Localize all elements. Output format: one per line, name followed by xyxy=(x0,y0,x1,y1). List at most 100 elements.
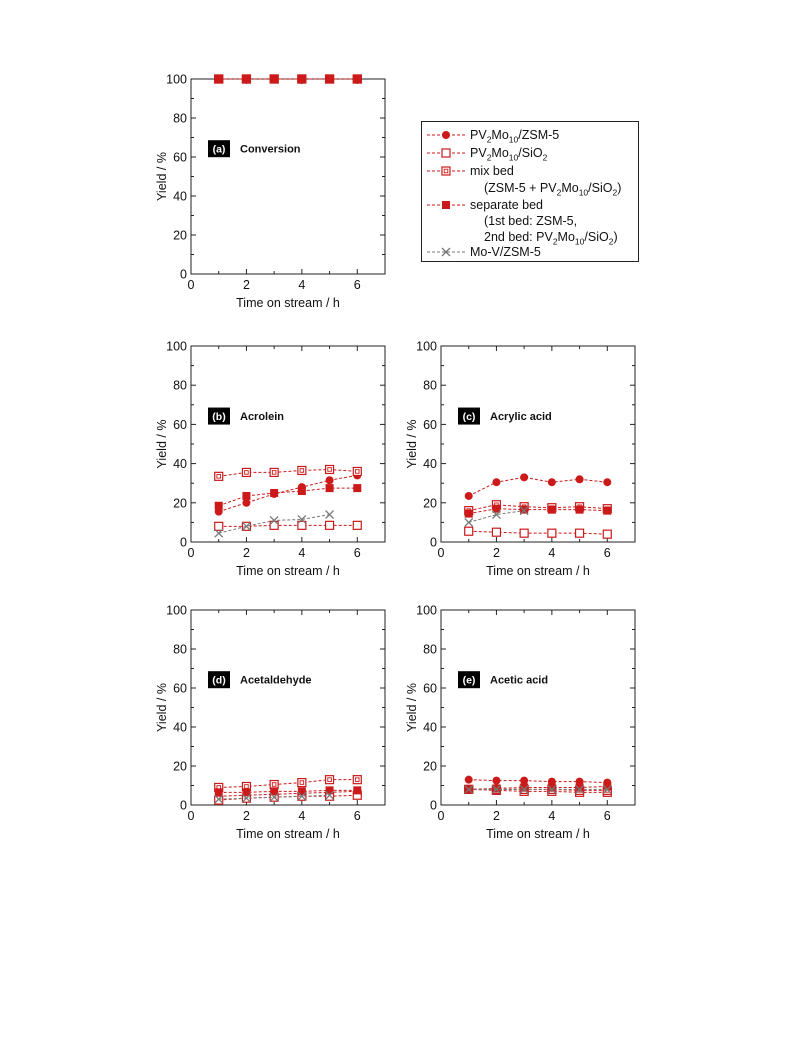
marker-filled-square xyxy=(353,484,362,493)
legend-marker-dotted-square xyxy=(427,166,465,176)
x-tick-label: 6 xyxy=(604,546,611,560)
legend-label-separate-bed-detail-1: (1st bed: ZSM-5, xyxy=(484,214,578,228)
y-tick-label: 0 xyxy=(180,799,187,813)
marker-filled-square xyxy=(325,786,334,795)
marker-filled-circle xyxy=(603,478,612,487)
y-tick-label: 60 xyxy=(173,418,187,432)
x-tick-label: 4 xyxy=(548,809,555,823)
legend-entry-mix-bed-detail: (ZSM-5 + PV2Mo10/SiO2) xyxy=(422,180,638,198)
marker-filled-square xyxy=(214,501,223,510)
series-pv_sio2 xyxy=(214,790,362,805)
marker-dotted-square-inner xyxy=(355,469,360,474)
marker-dotted-square-outer xyxy=(324,464,335,475)
y-tick-label: 20 xyxy=(173,229,187,243)
x-tick-label: 4 xyxy=(298,546,305,560)
legend-marker-open-square xyxy=(427,148,465,158)
marker-filled-square xyxy=(297,787,306,796)
marker-filled-square xyxy=(575,783,584,792)
x-tick-label: 2 xyxy=(243,809,250,823)
marker-filled-circle xyxy=(520,473,529,482)
marker-filled-square xyxy=(547,505,556,514)
marker-cross xyxy=(269,515,279,525)
marker-open-square xyxy=(214,795,224,805)
y-tick-label: 0 xyxy=(430,799,437,813)
x-tick-label: 6 xyxy=(354,278,361,292)
marker-cross-stroke-2 xyxy=(241,793,251,803)
marker-dotted-square xyxy=(297,777,307,788)
x-tick-label: 2 xyxy=(493,809,500,823)
marker-dotted-square-inner xyxy=(271,470,277,475)
marker-dotted-square-inner xyxy=(299,468,305,473)
series-pv_sio2 xyxy=(464,526,612,539)
marker-filled-square xyxy=(270,787,279,796)
marker-dotted-square-inner xyxy=(355,777,360,782)
x-tick-label: 2 xyxy=(493,546,500,560)
marker-cross-stroke-2 xyxy=(241,521,251,531)
marker-cross xyxy=(464,517,474,527)
series-mix_bed xyxy=(214,464,362,481)
marker-dotted-square-outer xyxy=(269,467,279,478)
y-tick-label: 0 xyxy=(180,268,187,282)
y-tick-label: 60 xyxy=(423,418,437,432)
marker-dotted-square-outer xyxy=(352,775,362,785)
marker-dotted-square-inner xyxy=(327,777,332,782)
marker-dotted-square-outer xyxy=(352,466,362,477)
marker-filled-square xyxy=(520,783,529,792)
marker-filled-square xyxy=(242,75,251,83)
marker-open-square xyxy=(491,527,502,537)
y-tick-label: 40 xyxy=(173,457,187,471)
x-tick-label: 0 xyxy=(438,546,445,560)
marker-cross-stroke-2 xyxy=(464,784,474,794)
marker-filled-circle xyxy=(325,476,334,485)
marker-filled-square xyxy=(214,75,223,83)
marker-cross xyxy=(491,510,501,520)
marker-dotted-square xyxy=(352,466,362,477)
y-tick-label: 60 xyxy=(423,682,437,696)
marker-open-square xyxy=(441,148,451,158)
legend-entry-separate-bed: separate bed xyxy=(422,197,638,215)
y-axis-label: Yield / % xyxy=(155,683,169,732)
marker-cross xyxy=(241,793,251,803)
series-separate_bed xyxy=(214,75,362,83)
legend-box: PV2Mo10/ZSM-5 PV2Mo10/SiO2 mix bed (ZSM-… xyxy=(421,121,639,262)
y-tick-label: 80 xyxy=(173,112,187,126)
legend-label-pv-sio2: PV2Mo10/SiO2 xyxy=(470,146,548,163)
marker-cross-stroke-2 xyxy=(519,784,529,794)
series-line xyxy=(468,476,608,497)
x-axis-label: Time on stream / h xyxy=(236,296,340,310)
marker-cross-stroke-2 xyxy=(297,791,307,801)
x-tick-label: 4 xyxy=(548,546,555,560)
marker-filled-square xyxy=(297,487,306,496)
marker-cross xyxy=(325,790,335,800)
marker-cross xyxy=(214,528,224,538)
marker-dotted-square-inner xyxy=(299,780,305,785)
y-tick-label: 0 xyxy=(180,536,187,550)
y-tick-label: 20 xyxy=(423,760,437,774)
marker-cross-stroke-2 xyxy=(269,515,279,525)
y-tick-label: 0 xyxy=(430,536,437,550)
legend-label-separate-bed: separate bed xyxy=(470,198,543,212)
marker-filled-circle xyxy=(575,475,584,484)
marker-cross-stroke-2 xyxy=(491,510,501,520)
marker-cross-stroke-2 xyxy=(602,784,612,794)
y-tick-label: 80 xyxy=(423,379,437,393)
y-tick-label: 20 xyxy=(173,760,187,774)
marker-filled-square xyxy=(214,788,223,797)
legend-label-mov-zsm: Mo-V/ZSM-5 xyxy=(470,245,541,259)
marker-dotted-square xyxy=(269,467,279,478)
panel-title: Acrolein xyxy=(240,411,284,423)
series-separate_bed xyxy=(464,504,612,518)
marker-cross xyxy=(269,792,279,802)
marker-cross-stroke-2 xyxy=(464,517,474,527)
series-line xyxy=(218,790,358,797)
series-mov_zsm xyxy=(464,506,529,527)
marker-cross xyxy=(547,784,557,794)
series-line xyxy=(468,510,525,523)
marker-cross-stroke-2 xyxy=(214,528,224,538)
y-tick-label: 100 xyxy=(166,604,187,618)
panel-title: Conversion xyxy=(240,144,301,156)
legend-marker-filled-square xyxy=(427,201,465,209)
marker-open-square xyxy=(574,528,585,538)
